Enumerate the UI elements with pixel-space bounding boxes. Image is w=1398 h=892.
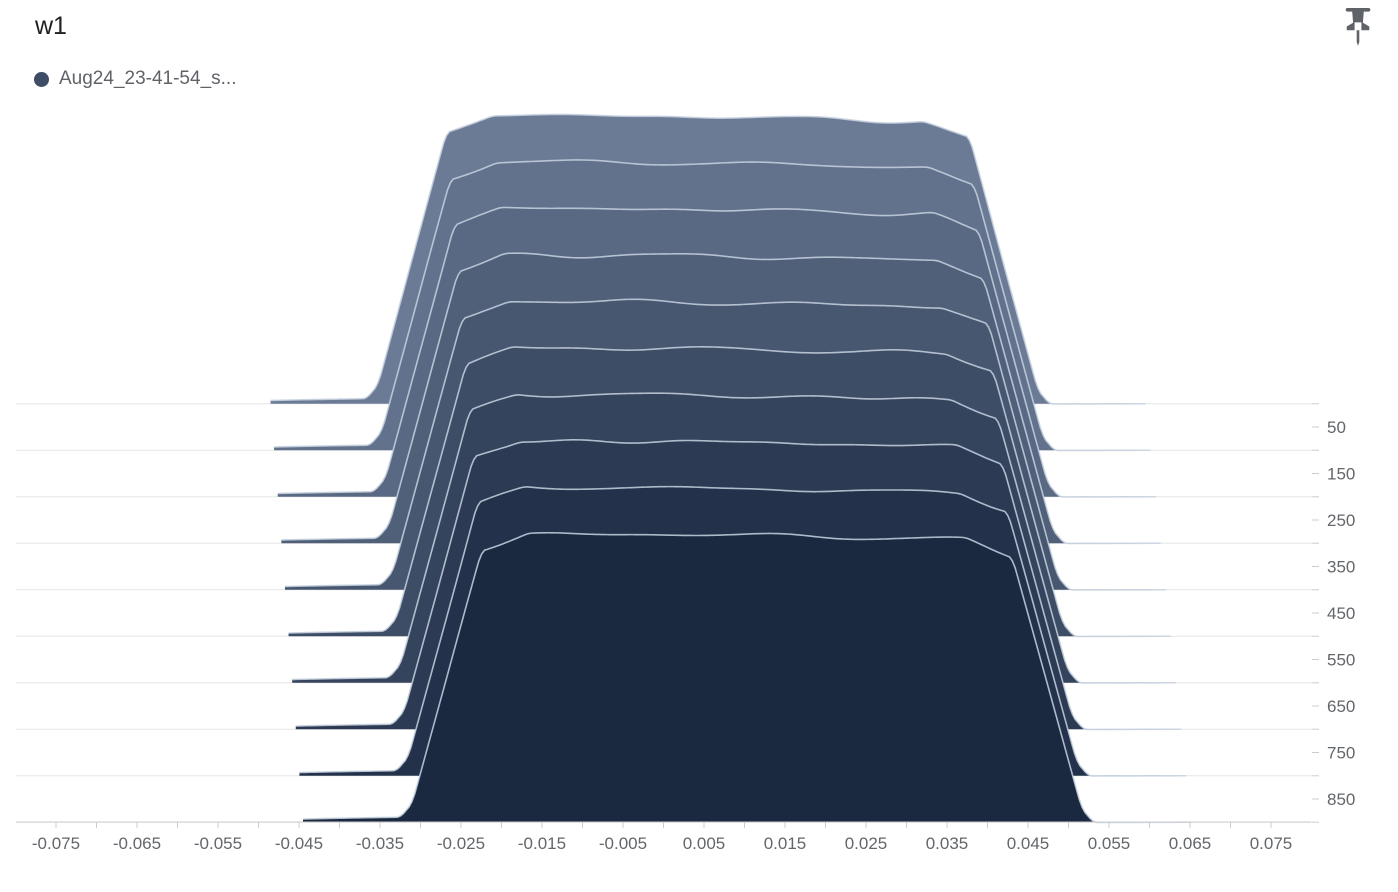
svg-text:0.045: 0.045 xyxy=(1007,834,1050,853)
svg-text:0.025: 0.025 xyxy=(845,834,888,853)
svg-text:550: 550 xyxy=(1327,651,1355,670)
svg-text:450: 450 xyxy=(1327,604,1355,623)
svg-text:0.075: 0.075 xyxy=(1250,834,1293,853)
svg-text:150: 150 xyxy=(1327,465,1355,484)
svg-text:-0.045: -0.045 xyxy=(275,834,323,853)
svg-text:-0.055: -0.055 xyxy=(194,834,242,853)
svg-text:0.055: 0.055 xyxy=(1088,834,1131,853)
svg-text:-0.075: -0.075 xyxy=(32,834,80,853)
svg-text:350: 350 xyxy=(1327,558,1355,577)
svg-text:0.065: 0.065 xyxy=(1169,834,1212,853)
svg-text:-0.065: -0.065 xyxy=(113,834,161,853)
svg-text:-0.015: -0.015 xyxy=(518,834,566,853)
svg-text:50: 50 xyxy=(1327,418,1346,437)
svg-text:250: 250 xyxy=(1327,511,1355,530)
svg-text:750: 750 xyxy=(1327,744,1355,763)
svg-text:-0.035: -0.035 xyxy=(356,834,404,853)
svg-text:0.005: 0.005 xyxy=(683,834,726,853)
svg-text:0.015: 0.015 xyxy=(764,834,807,853)
svg-text:-0.025: -0.025 xyxy=(437,834,485,853)
svg-text:850: 850 xyxy=(1327,790,1355,809)
svg-text:0.035: 0.035 xyxy=(926,834,969,853)
svg-text:-0.005: -0.005 xyxy=(599,834,647,853)
svg-text:650: 650 xyxy=(1327,697,1355,716)
